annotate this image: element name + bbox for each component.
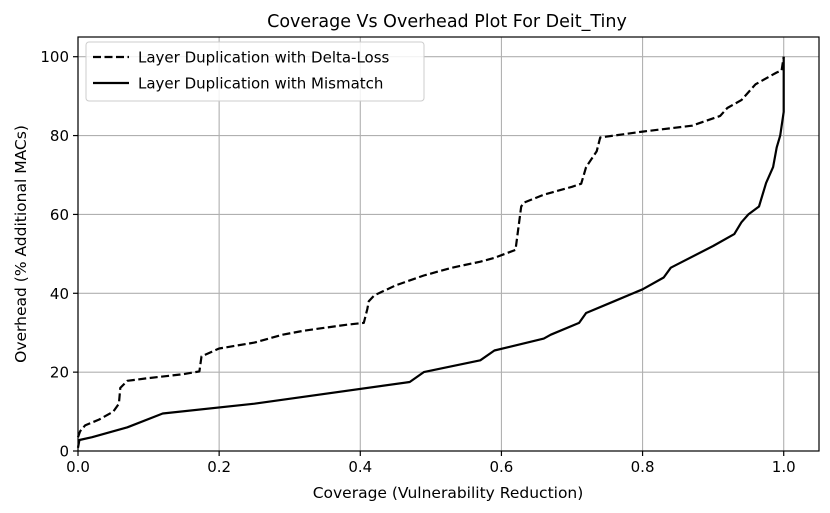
series-line-delta-loss <box>76 56 785 438</box>
x-tick-label: 1.0 <box>772 458 796 476</box>
plot-frame <box>77 36 820 452</box>
y-tick-label: 100 <box>40 48 69 66</box>
y-tick-label: 40 <box>50 285 69 303</box>
legend: Layer Duplication with Delta-Loss Layer … <box>85 41 425 102</box>
legend-label-mismatch: Layer Duplication with Mismatch <box>138 75 383 93</box>
y-tick-label: 20 <box>50 364 69 382</box>
y-tick-label: 0 <box>59 443 69 461</box>
legend-label-delta-loss: Layer Duplication with Delta-Loss <box>138 49 390 67</box>
chart-title: Coverage Vs Overhead Plot For Deit_Tiny <box>267 12 627 32</box>
series-group <box>76 56 785 448</box>
y-tick-label: 80 <box>50 127 69 145</box>
y-tick-label: 60 <box>50 206 69 224</box>
y-axis-label: Overhead (% Additional MACs) <box>12 125 30 363</box>
x-tick-label: 0.2 <box>207 458 231 476</box>
x-tick-label: 0.8 <box>631 458 655 476</box>
axis-ticks: 0.0 0.2 0.4 0.6 0.8 1.0 0 20 40 60 80 100 <box>40 48 795 476</box>
x-tick-label: 0.4 <box>348 458 372 476</box>
series-line-mismatch <box>76 56 785 448</box>
legend-box <box>85 41 425 102</box>
x-tick-label: 0.6 <box>489 458 513 476</box>
x-tick-label: 0.0 <box>66 458 90 476</box>
x-axis-label: Coverage (Vulnerability Reduction) <box>313 484 584 502</box>
